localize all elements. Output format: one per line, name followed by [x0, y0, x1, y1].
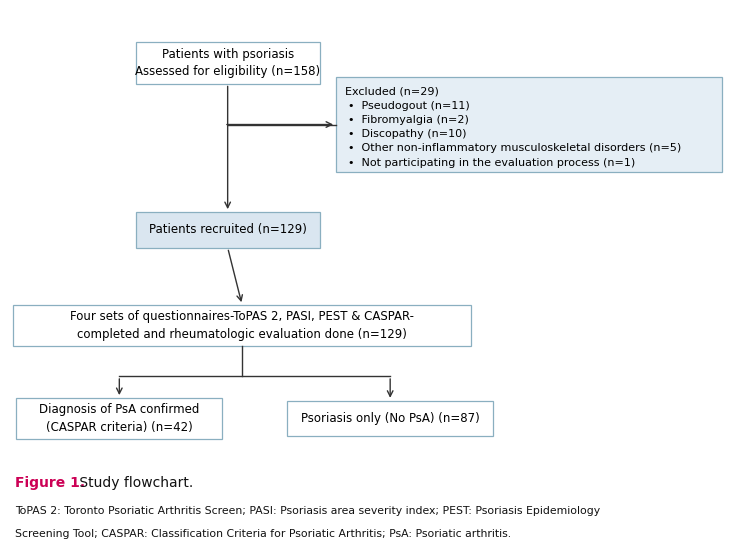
FancyBboxPatch shape	[16, 398, 223, 439]
Text: Psoriasis only (No PsA) (n=87): Psoriasis only (No PsA) (n=87)	[301, 412, 480, 425]
FancyBboxPatch shape	[13, 305, 472, 346]
FancyBboxPatch shape	[287, 401, 493, 436]
Text: •  Other non-inflammatory musculoskeletal disorders (n=5): • Other non-inflammatory musculoskeletal…	[349, 143, 682, 153]
Text: Patients with psoriasis
Assessed for eligibility (n=158): Patients with psoriasis Assessed for eli…	[135, 48, 320, 78]
Text: •  Pseudogout (n=11): • Pseudogout (n=11)	[349, 101, 470, 110]
FancyBboxPatch shape	[336, 76, 722, 172]
Text: Figure 1.: Figure 1.	[15, 476, 85, 490]
FancyBboxPatch shape	[136, 212, 320, 248]
Text: ToPAS 2: Toronto Psoriatic Arthritis Screen; PASI: Psoriasis area severity index: ToPAS 2: Toronto Psoriatic Arthritis Scr…	[15, 506, 600, 516]
Text: •  Fibromyalgia (n=2): • Fibromyalgia (n=2)	[349, 115, 469, 125]
FancyBboxPatch shape	[136, 42, 320, 84]
Text: Study flowchart.: Study flowchart.	[74, 476, 193, 490]
Text: Patients recruited (n=129): Patients recruited (n=129)	[149, 223, 307, 236]
Text: Diagnosis of PsA confirmed
(CASPAR criteria) (n=42): Diagnosis of PsA confirmed (CASPAR crite…	[39, 403, 200, 434]
Text: •  Discopathy (n=10): • Discopathy (n=10)	[349, 129, 467, 139]
Text: Excluded (n=29): Excluded (n=29)	[345, 86, 439, 97]
Text: Screening Tool; CASPAR: Classification Criteria for Psoriatic Arthritis; PsA: Ps: Screening Tool; CASPAR: Classification C…	[15, 529, 511, 539]
Text: Four sets of questionnaires-ToPAS 2, PASI, PEST & CASPAR-
completed and rheumato: Four sets of questionnaires-ToPAS 2, PAS…	[70, 310, 414, 341]
Text: •  Not participating in the evaluation process (n=1): • Not participating in the evaluation pr…	[349, 157, 635, 167]
